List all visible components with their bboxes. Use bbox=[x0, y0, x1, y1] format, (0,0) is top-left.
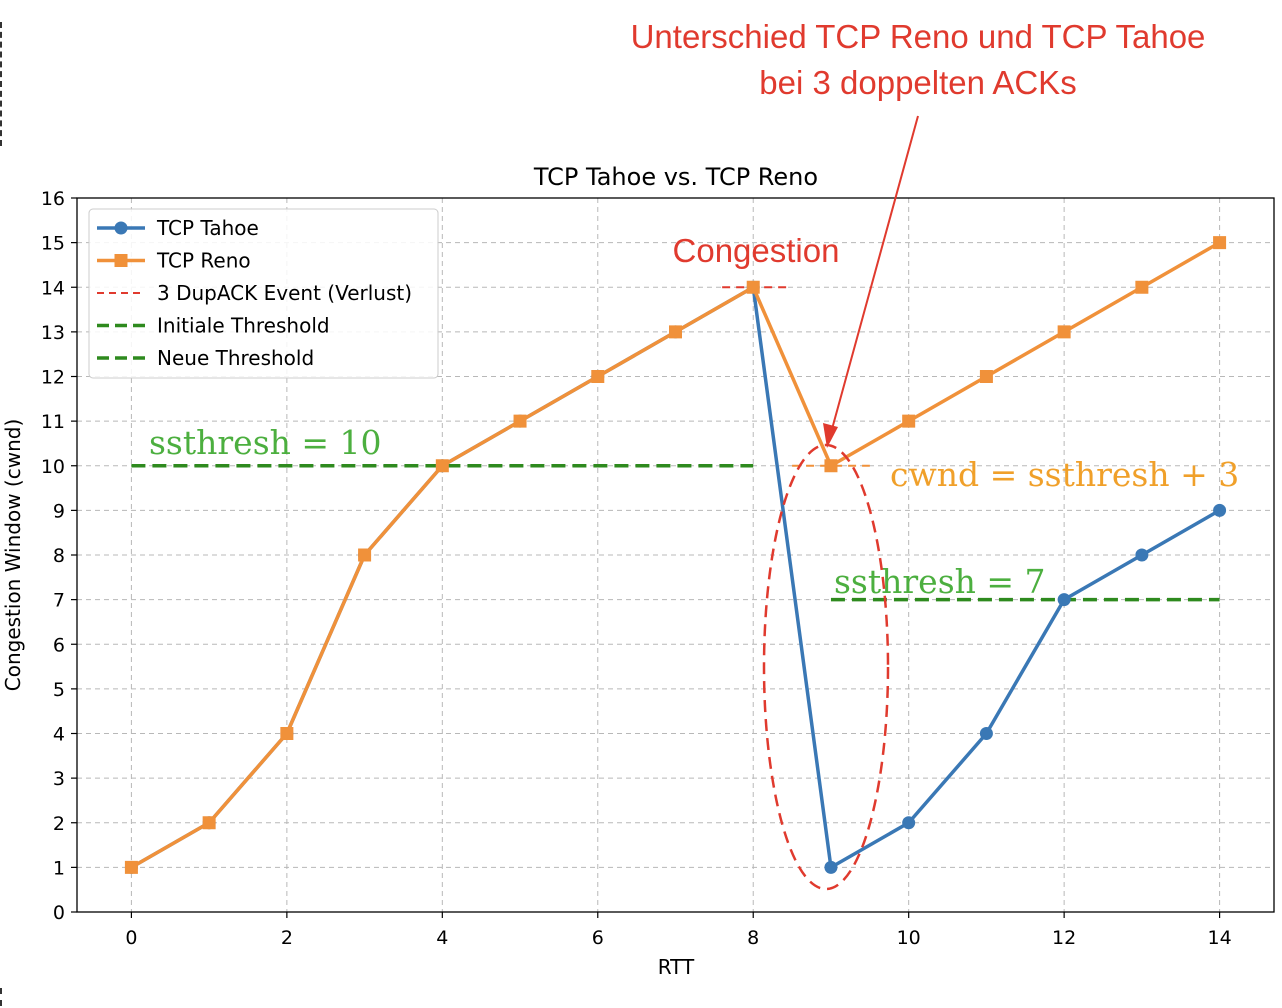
y-axis-label: Congestion Window (cwnd) bbox=[1, 419, 25, 692]
data-point bbox=[1135, 548, 1149, 562]
x-tick-label: 14 bbox=[1207, 927, 1231, 949]
x-tick-label: 8 bbox=[747, 927, 759, 949]
data-point bbox=[280, 727, 294, 740]
data-point bbox=[1213, 503, 1227, 517]
annotations: Unterschied TCP Reno und TCP Tahoe bei 3… bbox=[149, 18, 1239, 891]
chart-title: TCP Tahoe vs. TCP Reno bbox=[533, 163, 818, 191]
congestion-label: Congestion bbox=[673, 232, 840, 269]
legend-label: TCP Reno bbox=[156, 249, 251, 273]
legend: TCP Tahoe TCP Reno 3 DupACK Event (Verlust… bbox=[88, 208, 439, 379]
x-tick-label: 10 bbox=[897, 927, 921, 949]
legend-label: Neue Threshold bbox=[157, 346, 314, 370]
y-tick-label: 6 bbox=[53, 634, 65, 656]
legend-box bbox=[88, 208, 439, 379]
dashed-border-bottom bbox=[0, 988, 2, 1006]
ssthresh-new-label: ssthresh = 7 bbox=[834, 562, 1046, 601]
dashed-border-top bbox=[0, 22, 2, 146]
x-tick-label: 4 bbox=[436, 927, 448, 949]
x-tick-label: 2 bbox=[281, 927, 293, 949]
y-tick-label: 4 bbox=[53, 724, 65, 746]
data-point bbox=[824, 860, 838, 874]
headline-line1: Unterschied TCP Reno und TCP Tahoe bbox=[631, 18, 1206, 55]
reno-cwnd-label: cwnd = ssthresh + 3 bbox=[890, 455, 1239, 494]
data-point bbox=[979, 727, 993, 740]
legend-label: TCP Tahoe bbox=[156, 216, 259, 240]
y-tick-label: 7 bbox=[53, 590, 65, 612]
y-tick-label: 13 bbox=[41, 322, 65, 344]
y-tick-label: 12 bbox=[41, 367, 65, 389]
series bbox=[124, 236, 1227, 874]
arrow-head bbox=[823, 423, 838, 448]
data-point bbox=[979, 370, 993, 383]
y-tick-label: 14 bbox=[41, 277, 65, 299]
y-tick-label: 11 bbox=[41, 411, 65, 433]
legend-marker bbox=[114, 254, 128, 267]
data-point bbox=[824, 459, 838, 473]
x-tick-label: 6 bbox=[592, 927, 604, 949]
y-tick-label: 3 bbox=[53, 768, 65, 790]
data-point bbox=[435, 459, 449, 473]
legend-marker bbox=[114, 221, 128, 235]
data-point bbox=[669, 325, 682, 339]
y-tick-label: 16 bbox=[41, 188, 65, 210]
data-point bbox=[358, 548, 372, 562]
data-point bbox=[1057, 593, 1071, 607]
data-point bbox=[1213, 236, 1227, 250]
grid bbox=[77, 197, 1274, 913]
highlight-ellipse bbox=[762, 443, 890, 891]
y-tick-label: 2 bbox=[53, 813, 65, 835]
y-tick-label: 10 bbox=[41, 456, 65, 478]
data-point bbox=[902, 816, 916, 830]
y-tick-label: 5 bbox=[53, 679, 65, 701]
y-tick-label: 9 bbox=[53, 500, 65, 522]
data-point bbox=[746, 280, 760, 294]
y-tick-label: 15 bbox=[41, 233, 65, 255]
data-point bbox=[124, 860, 138, 874]
data-point bbox=[1057, 325, 1071, 339]
data-point bbox=[202, 816, 216, 830]
ssthresh-initial-label: ssthresh = 10 bbox=[149, 423, 382, 462]
y-tick-label: 0 bbox=[53, 902, 65, 924]
legend-label: Initiale Threshold bbox=[157, 314, 330, 338]
x-tick-label: 0 bbox=[125, 927, 137, 949]
data-point bbox=[1135, 280, 1149, 294]
arrow-line bbox=[828, 115, 919, 441]
headline-line2: bei 3 doppelten ACKs bbox=[759, 64, 1076, 101]
data-point bbox=[591, 370, 605, 383]
y-tick-label: 1 bbox=[53, 857, 65, 879]
data-point bbox=[513, 414, 527, 428]
legend-label: 3 DupACK Event (Verlust) bbox=[157, 281, 412, 305]
y-tick-label: 8 bbox=[53, 545, 65, 567]
x-tick-label: 12 bbox=[1052, 927, 1076, 949]
x-axis-label: RTT bbox=[658, 955, 695, 979]
data-point bbox=[902, 414, 916, 428]
